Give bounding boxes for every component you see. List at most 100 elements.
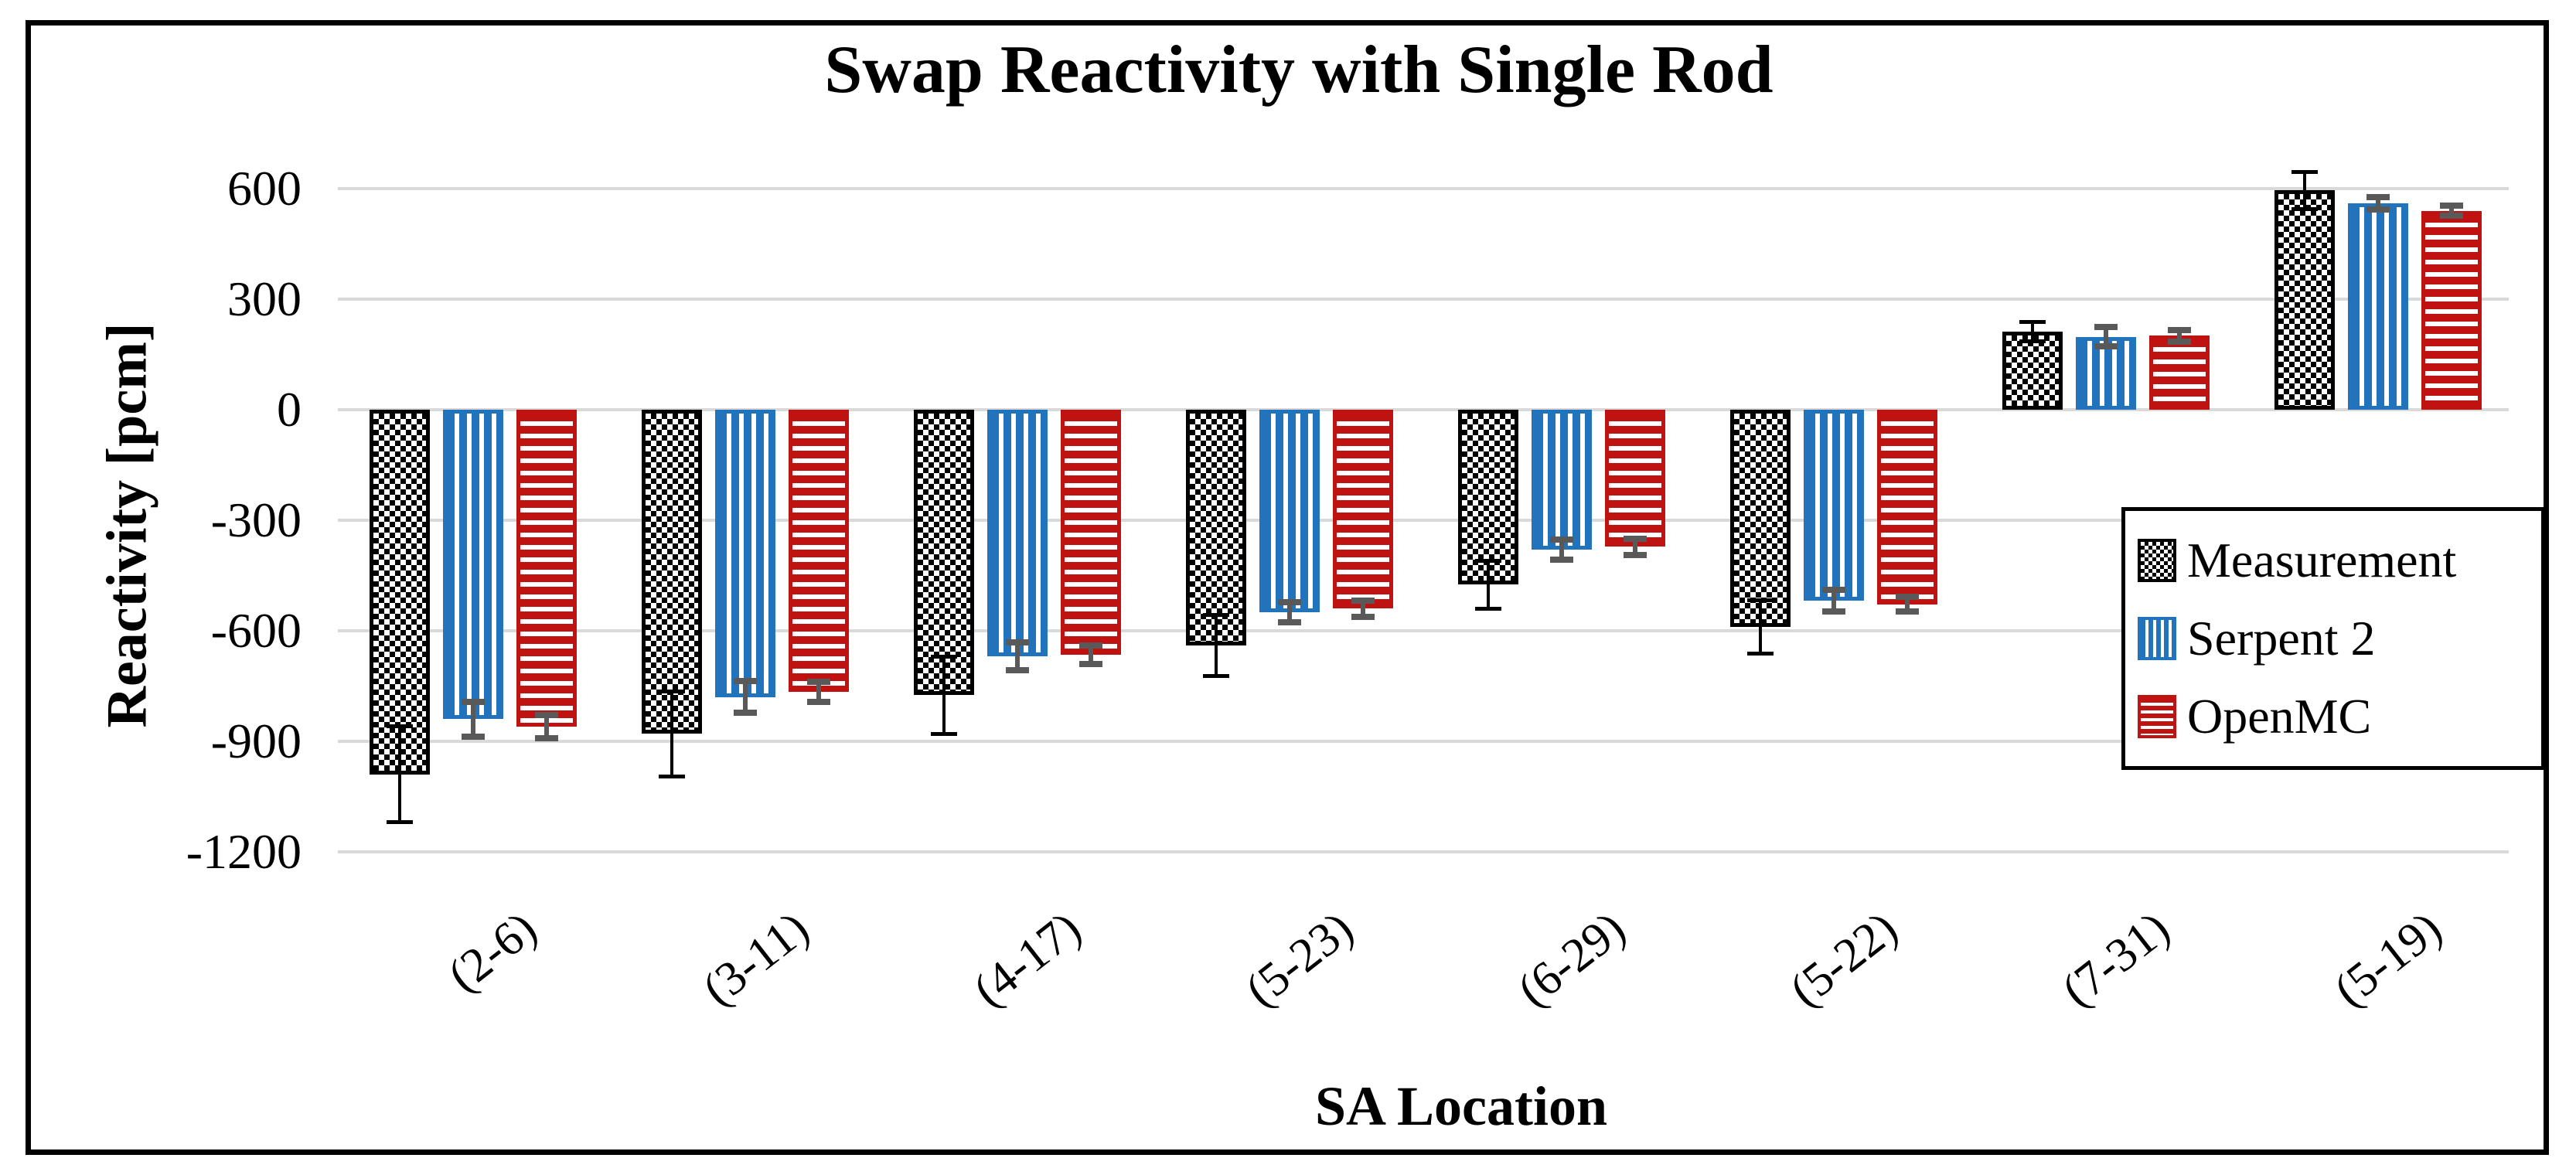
legend-item-measurement: Measurement (2125, 532, 2541, 589)
gridline-y--600 (338, 629, 2509, 632)
error-cap-high (807, 678, 830, 685)
error-cap-low (1747, 652, 1774, 656)
legend-label: Measurement (2187, 533, 2457, 588)
bar-openmc-(7-31) (2149, 335, 2210, 410)
error-cap-high (2094, 323, 2118, 330)
error-bar-measurement-(5-23) (1215, 615, 1218, 676)
error-cap-high (462, 698, 485, 705)
error-cap-low (1822, 608, 1845, 615)
error-cap-high (2168, 326, 2191, 333)
error-cap-high (1624, 535, 1647, 542)
error-bar-measurement-(4-17) (942, 656, 946, 734)
error-cap-low (462, 733, 485, 740)
y-tick-label-0: 0 (277, 382, 302, 437)
error-bar-serpent-2-(2-6) (471, 701, 475, 737)
error-cap-high (734, 678, 757, 685)
bar-measurement-(5-22) (1730, 410, 1791, 628)
error-bar-serpent-2-(7-31) (2104, 326, 2108, 347)
error-bar-serpent-2-(5-23) (1287, 602, 1292, 623)
gridline-y--900 (338, 740, 2509, 743)
y-tick-label--900: -900 (210, 714, 302, 768)
bar-openmc-(2-6) (516, 410, 577, 727)
bar-openmc-(6-29) (1605, 410, 1665, 547)
chart-title: Swap Reactivity with Single Rod (824, 32, 1774, 107)
error-bar-measurement-(7-31) (2031, 322, 2034, 342)
error-cap-low (1079, 661, 1102, 668)
error-cap-high (931, 654, 957, 659)
error-cap-high (1278, 599, 1301, 606)
gridline-y--300 (338, 519, 2509, 522)
error-cap-low (2094, 343, 2118, 350)
bar-measurement-(3-11) (642, 410, 702, 734)
error-cap-low (2168, 338, 2191, 345)
error-cap-low (1896, 608, 1919, 615)
error-bar-measurement-(2-6) (398, 726, 401, 822)
error-cap-low (807, 698, 830, 705)
error-cap-low (1550, 557, 1573, 564)
error-cap-high (1006, 639, 1029, 646)
error-bar-measurement-(6-29) (1487, 560, 1490, 609)
bar-measurement-(4-17) (914, 410, 974, 696)
figure-border (26, 20, 2549, 1155)
error-cap-low (2440, 213, 2463, 220)
bar-openmc-(5-19) (2421, 210, 2482, 410)
error-cap-high (1351, 597, 1375, 604)
error-cap-high (1896, 594, 1919, 601)
legend-item-serpent-2: Serpent 2 (2125, 610, 2541, 667)
error-bar-measurement-(5-19) (2303, 172, 2306, 209)
error-cap-low (1351, 613, 1375, 620)
bar-measurement-(5-19) (2274, 190, 2335, 410)
bar-serpent-2-(5-19) (2348, 203, 2408, 410)
error-bar-openmc-(5-19) (2449, 205, 2454, 216)
error-cap-high (1822, 586, 1845, 593)
gridline-y-600 (338, 187, 2509, 190)
error-cap-low (1203, 673, 1229, 678)
error-cap-low (931, 731, 957, 736)
error-cap-high (1475, 558, 1501, 563)
checkerboard-swatch-icon (2138, 539, 2176, 582)
legend-label: OpenMC (2187, 689, 2372, 744)
bar-serpent-2-(5-22) (1804, 410, 1864, 601)
error-bar-openmc-(2-6) (544, 715, 549, 738)
error-cap-low (1006, 667, 1029, 674)
error-bar-openmc-(3-11) (816, 681, 821, 702)
error-cap-low (1278, 619, 1301, 626)
y-tick-label-300: 300 (227, 271, 302, 326)
bar-openmc-(3-11) (789, 410, 849, 692)
error-cap-high (2440, 202, 2463, 209)
error-cap-low (734, 710, 757, 717)
gridline-y--1200 (338, 850, 2509, 853)
error-cap-high (387, 724, 413, 729)
error-cap-low (387, 820, 413, 825)
error-bar-serpent-2-(5-19) (2376, 196, 2380, 210)
error-cap-high (1747, 598, 1774, 603)
error-cap-high (1203, 613, 1229, 618)
bar-openmc-(4-17) (1061, 410, 1121, 655)
gridline-y-0 (338, 408, 2509, 411)
error-bar-serpent-2-(5-22) (1831, 589, 1836, 612)
error-bar-measurement-(3-11) (670, 691, 673, 777)
error-cap-low (2019, 339, 2046, 343)
bar-serpent-2-(3-11) (715, 410, 775, 697)
error-cap-high (2019, 320, 2046, 325)
error-cap-high (535, 712, 558, 719)
error-cap-high (2366, 193, 2390, 200)
error-bar-openmc-(5-22) (1905, 597, 1910, 612)
error-cap-high (2291, 170, 2318, 175)
error-cap-high (1550, 536, 1573, 543)
y-tick-label--600: -600 (210, 603, 302, 658)
bar-measurement-(2-6) (370, 410, 430, 775)
gridline-y-300 (338, 298, 2509, 301)
error-bar-openmc-(5-23) (1361, 600, 1365, 617)
bar-measurement-(7-31) (2002, 331, 2063, 410)
horizontal-stripes-swatch-icon (2138, 695, 2176, 738)
legend-item-openmc: OpenMC (2125, 688, 2541, 745)
error-cap-high (1079, 642, 1102, 649)
bar-openmc-(5-23) (1333, 410, 1393, 609)
error-cap-low (535, 734, 558, 741)
y-tick-label--300: -300 (210, 492, 302, 547)
error-cap-low (659, 774, 685, 778)
bar-serpent-2-(5-23) (1259, 410, 1320, 613)
